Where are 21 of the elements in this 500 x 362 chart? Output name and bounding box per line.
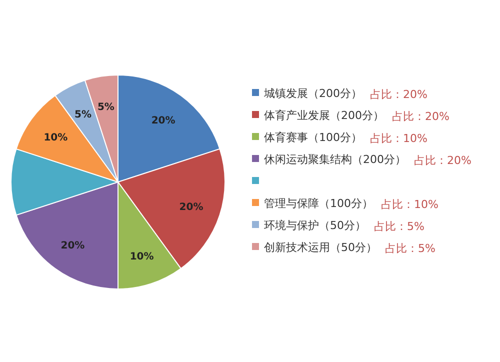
legend-label: 体育赛事（100分） [264,131,362,144]
data-label: 5% [97,102,114,113]
text: 占比：10% [381,198,438,211]
text: 占比：20% [392,110,450,123]
legend-label: 城镇发展（200分） [263,87,362,100]
text: 占比：5% [374,220,424,233]
text: 占比：5% [385,242,436,255]
legend-label: 创新技术运用（50分） [264,241,377,254]
legend-label: 体育产业发展（200分） [264,109,384,122]
data-label: 10% [44,132,68,144]
text: 占比：20% [370,88,428,101]
legend-label: 管理与保障（100分） [264,197,373,210]
data-label: 5% [74,109,92,120]
data-label: 20% [60,240,85,252]
data-label: 10% [130,251,154,262]
legend-label: 环境与保护（50分） [264,219,366,232]
text: 占比：10% [370,132,428,145]
data-label: 20% [151,116,176,127]
legend-label: 休闲运动聚集结构（200分） [264,153,406,166]
data-label: 20% [179,202,204,213]
text: 占比：20% [414,154,472,167]
